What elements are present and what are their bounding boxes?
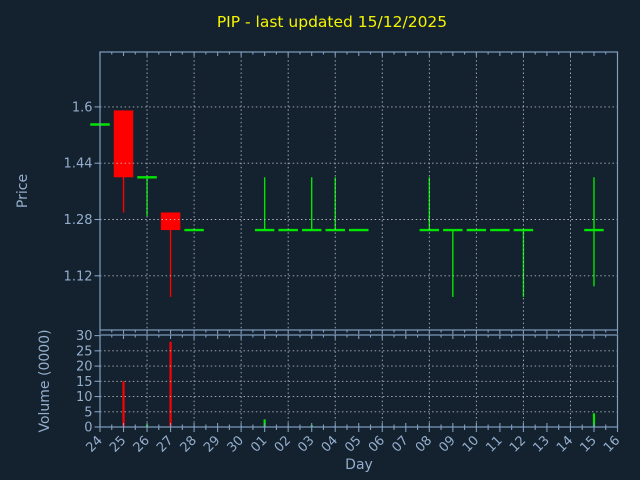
price-tick-label: 1.28 <box>64 213 93 228</box>
price-tick-label: 1.12 <box>64 269 93 284</box>
price-axis-label: Price <box>15 173 31 209</box>
day-tick-label: 16 <box>601 433 623 455</box>
volume-tick-label: 30 <box>76 329 93 344</box>
day-tick-label: 26 <box>131 433 153 455</box>
candle-body-27 <box>160 212 181 231</box>
day-tick-label: 14 <box>554 433 576 455</box>
day-tick-label: 25 <box>107 433 129 455</box>
day-tick-label: 01 <box>248 433 270 455</box>
volume-axis-label: Volume (0000) <box>37 329 53 433</box>
day-tick-label: 12 <box>507 433 529 455</box>
day-tick-label: 15 <box>577 433 599 455</box>
day-tick-label: 07 <box>389 433 411 455</box>
day-tick-label: 08 <box>413 433 435 455</box>
volume-tick-label: 0 <box>84 421 92 436</box>
day-tick-label: 11 <box>483 433 505 455</box>
price-tick-label: 1.44 <box>64 157 93 172</box>
day-tick-label: 03 <box>295 433 317 455</box>
candle-body-25 <box>113 110 134 178</box>
day-tick-label: 06 <box>366 433 388 455</box>
day-tick-label: 27 <box>154 433 176 455</box>
day-tick-label: 05 <box>342 433 364 455</box>
volume-panel-border <box>99 334 619 428</box>
day-axis-label: Day <box>345 457 373 473</box>
day-tick-label: 13 <box>530 433 552 455</box>
volume-tick-label: 20 <box>76 360 93 375</box>
day-tick-label: 30 <box>225 433 247 455</box>
volume-tick-label: 25 <box>76 344 93 359</box>
day-tick-label: 24 <box>84 433 106 455</box>
chart-title: PIP - last updated 15/12/2025 <box>216 13 448 31</box>
volume-tick-label: 15 <box>76 375 93 390</box>
volume-tick-label: 5 <box>84 405 92 420</box>
volume-tick-label: 10 <box>76 390 93 405</box>
day-tick-label: 04 <box>319 433 341 455</box>
price-panel-border <box>99 51 619 331</box>
day-tick-label: 29 <box>201 433 223 455</box>
day-tick-label: 10 <box>460 433 482 455</box>
day-tick-label: 02 <box>272 433 294 455</box>
day-tick-label: 09 <box>436 433 458 455</box>
day-tick-label: 28 <box>178 433 200 455</box>
price-tick-label: 1.6 <box>72 100 93 115</box>
